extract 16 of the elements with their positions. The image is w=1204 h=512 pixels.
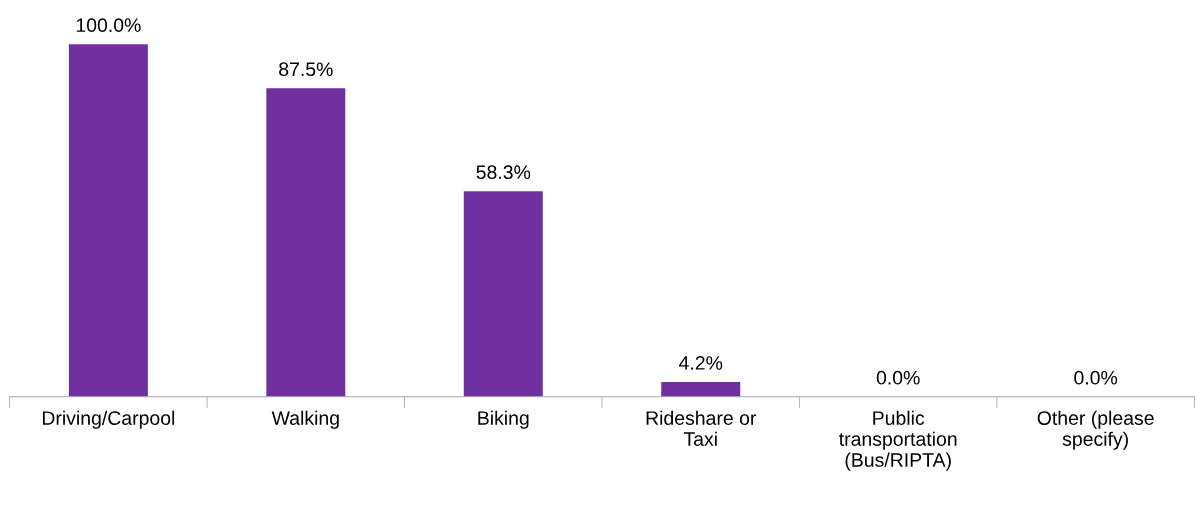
data-label: 87.5%	[279, 62, 333, 77]
bar	[661, 381, 741, 397]
data-label: 0.0%	[876, 370, 920, 385]
x-tick-label: Walking	[271, 410, 339, 429]
data-label: 100.0%	[76, 18, 141, 33]
data-label: 58.3%	[476, 165, 531, 180]
x-tick-label: Biking	[478, 410, 529, 429]
bar	[266, 88, 346, 397]
data-label: 4.2%	[679, 356, 723, 370]
x-tick-label: Driving/Carpool	[42, 410, 175, 429]
x-tick-label: Rideshare or Taxi	[646, 410, 757, 446]
data-label: 0.0%	[1074, 370, 1118, 385]
bar	[463, 191, 543, 397]
x-tick-label: Public transportation (Bus/RIPTA)	[839, 410, 957, 471]
x-tick-label: Other (please specify)	[1037, 410, 1154, 450]
bar	[68, 44, 148, 397]
